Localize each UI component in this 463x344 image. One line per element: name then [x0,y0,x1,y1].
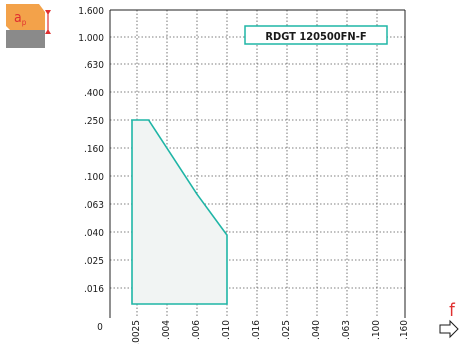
working-region [131,119,228,305]
y-tick-label: .063 [84,200,104,211]
y-tick-label: .040 [84,228,104,239]
x-axis-label-group: f [439,300,459,339]
y-tick-label: .100 [84,172,104,183]
region [131,119,228,305]
x-tick-label: .040 [311,320,322,340]
x-tick-label: .006 [191,320,202,340]
y-tick-label: 1.600 [78,6,104,17]
x-axis-label: f [449,300,456,321]
x-tick-label: 0 [97,322,103,333]
y-tick-label: .250 [84,116,104,127]
y-tick-label: .400 [84,88,104,99]
y-tick-label: .025 [84,256,104,267]
arrow-right-icon [439,319,459,339]
ylabel-ap: ap [14,10,27,27]
x-tick-labels: 0 .0025 .004 .006 .010 .016 .025 .040 .063 .100 .1… [97,320,410,344]
title-box: RDGT 120500FN-F [244,25,388,45]
insert-depth-icon: ap [5,2,54,50]
chart-title: RDGT 120500FN-F [265,30,366,43]
insert-shape-gray [6,30,45,48]
plot-frame [109,9,406,318]
y-tick-labels: 1.600 1.000 .630 .400 .250 .160 .100 .063 .040 .0… [78,6,104,295]
y-tick-label: .160 [84,144,104,155]
y-tick-label: 1.000 [78,33,104,44]
x-tick-label: .0025 [131,320,142,344]
x-tick-label: .160 [399,320,410,340]
x-tick-label: .100 [371,320,382,340]
y-tick-label: .016 [84,284,104,295]
x-tick-label: .004 [161,320,172,340]
x-tick-label: .025 [281,320,292,340]
x-tick-label: .010 [221,320,232,340]
x-tick-label: .063 [341,320,352,340]
y-tick-label: .630 [84,60,104,71]
insert-shape-orange [6,4,45,30]
x-tick-label: .016 [251,320,262,340]
